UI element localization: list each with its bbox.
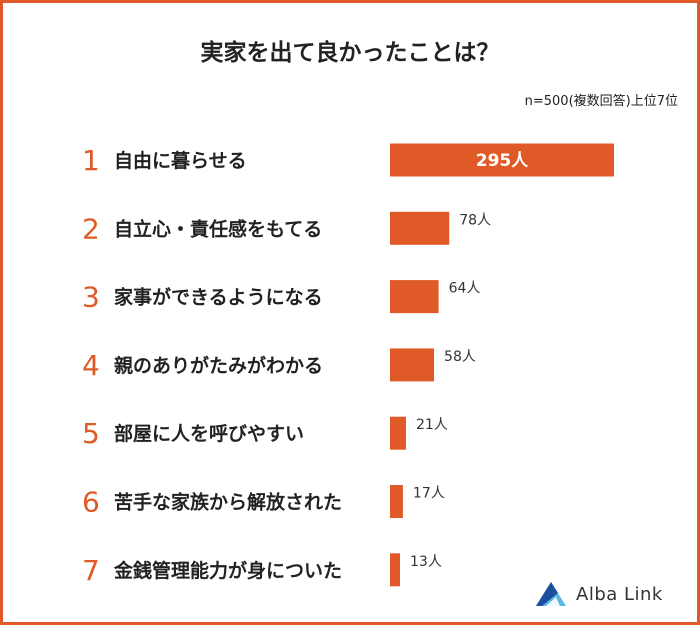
rank-label: 7 [82, 554, 100, 587]
value-label: 17人 [413, 486, 445, 502]
rank-label: 4 [82, 349, 100, 382]
category-label: 苦手な家族から解放された [114, 491, 342, 514]
bar [390, 211, 450, 245]
alba-link-triangle-icon [536, 582, 566, 606]
value-label: 64人 [449, 281, 481, 297]
chart-title: 実家を出て良かったことは？ [200, 40, 500, 66]
value-label: 21人 [416, 417, 448, 433]
rank-label: 2 [82, 212, 100, 245]
value-label: 58人 [444, 349, 476, 365]
brand-logo-text: Alba Link [576, 583, 663, 605]
value-label: 13人 [410, 554, 442, 570]
bar [390, 553, 400, 587]
bar [390, 143, 614, 177]
category-label: 金銭管理能力が身についた [113, 559, 342, 582]
rank-label: 3 [82, 281, 100, 314]
category-label: 家事ができるようになる [114, 286, 323, 309]
rank-label: 5 [82, 417, 100, 450]
category-label: 親のありがたみがわかる [114, 354, 323, 377]
value-label: 295人 [476, 151, 529, 171]
bar [390, 416, 406, 450]
brand-logo: Alba Link [534, 580, 663, 608]
rank-label: 6 [82, 486, 100, 519]
bar [390, 280, 439, 314]
category-label: 自由に暮らせる [114, 149, 247, 172]
bar [390, 485, 403, 518]
category-label: 部屋に人を呼びやすい [114, 422, 304, 445]
category-label: 自立心・責任感をもてる [114, 217, 322, 240]
bar [390, 348, 435, 382]
rank-label: 1 [82, 144, 100, 177]
sample-note: n=500(複数回答)上位7位 [524, 94, 678, 109]
value-label: 78人 [459, 212, 491, 228]
